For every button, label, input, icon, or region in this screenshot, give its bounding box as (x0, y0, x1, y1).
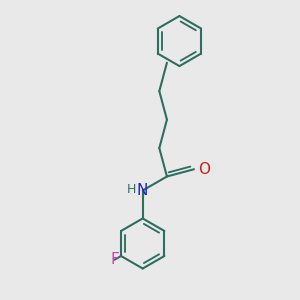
Text: H: H (127, 183, 136, 196)
Text: F: F (110, 252, 119, 267)
Text: N: N (136, 183, 148, 198)
Text: O: O (198, 162, 210, 177)
